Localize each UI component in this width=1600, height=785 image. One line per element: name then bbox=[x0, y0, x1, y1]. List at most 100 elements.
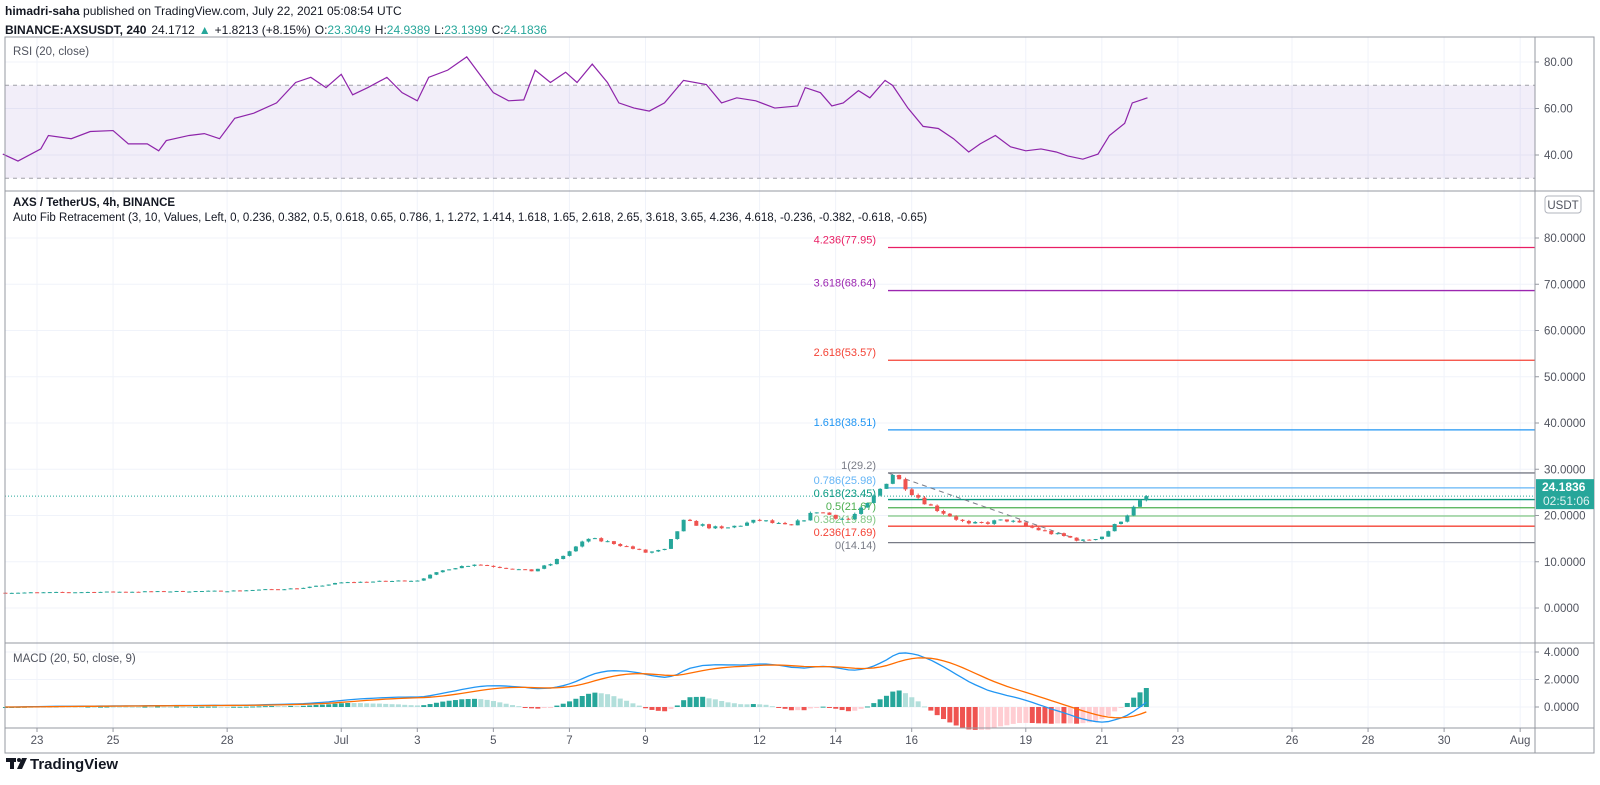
macd-histogram-bar bbox=[776, 707, 782, 708]
candle bbox=[1049, 530, 1054, 535]
macd-histogram-bar bbox=[687, 697, 693, 707]
time-axis-label: 25 bbox=[107, 735, 120, 747]
candle-body bbox=[928, 504, 933, 506]
candle bbox=[1131, 505, 1136, 517]
macd-histogram-bar bbox=[535, 707, 541, 709]
macd-histogram-bar bbox=[1124, 702, 1130, 707]
candle bbox=[668, 539, 673, 550]
macd-histogram-bar bbox=[1112, 707, 1118, 712]
macd-histogram-bar bbox=[757, 704, 763, 707]
macd-title[interactable]: MACD (20, 50, close, 9) bbox=[13, 653, 136, 665]
candle-body bbox=[992, 520, 997, 524]
candle-body bbox=[1131, 506, 1136, 516]
candle-body bbox=[897, 474, 902, 480]
high-value: 24.9389 bbox=[387, 23, 431, 37]
macd-histogram-bar bbox=[731, 703, 737, 707]
tradingview-logo[interactable]: TradingView bbox=[6, 756, 118, 773]
candle-body bbox=[656, 550, 661, 552]
macd-histogram-bar bbox=[833, 707, 839, 709]
macd-histogram-bar bbox=[636, 705, 642, 707]
candle-body bbox=[738, 525, 743, 527]
candle bbox=[592, 537, 597, 540]
candle bbox=[1125, 514, 1130, 523]
macd-histogram-bar bbox=[1074, 707, 1080, 724]
candle bbox=[79, 592, 84, 594]
candle bbox=[497, 566, 502, 569]
candle-body bbox=[415, 580, 420, 582]
candle bbox=[434, 572, 439, 576]
candle-body bbox=[453, 568, 458, 570]
macd-histogram-bar bbox=[142, 706, 148, 708]
macd-histogram-bar bbox=[953, 707, 959, 726]
macd-histogram-bar bbox=[769, 706, 775, 708]
macd-histogram-bar bbox=[972, 707, 978, 730]
macd-histogram-bar bbox=[294, 705, 300, 707]
candle bbox=[66, 592, 71, 594]
macd-histogram-bar bbox=[541, 707, 547, 709]
macd-histogram-bar bbox=[256, 706, 262, 708]
macd-histogram-bar bbox=[1017, 707, 1023, 724]
author-name[interactable]: himadri-saha bbox=[5, 4, 80, 18]
macd-histogram-bar bbox=[478, 699, 484, 707]
candle-body bbox=[516, 569, 521, 571]
macd-histogram-bar bbox=[801, 707, 807, 711]
candle bbox=[821, 512, 826, 514]
up-arrow-icon: ▲ bbox=[199, 23, 211, 37]
time-axis-label: 12 bbox=[753, 735, 766, 747]
macd-histogram-bar bbox=[78, 706, 84, 708]
currency-badge[interactable] bbox=[1544, 195, 1582, 214]
chart-frame bbox=[4, 36, 1595, 754]
candle-body bbox=[314, 585, 319, 587]
candle-body bbox=[694, 520, 699, 526]
candle bbox=[1061, 532, 1066, 537]
candle bbox=[104, 591, 109, 593]
candle bbox=[225, 591, 230, 593]
candle-body bbox=[706, 524, 711, 529]
candle-body bbox=[358, 581, 363, 583]
candle-body bbox=[1030, 525, 1035, 528]
macd-histogram-bar bbox=[611, 696, 617, 707]
candle-body bbox=[497, 566, 502, 568]
candle-body bbox=[421, 578, 426, 581]
candle bbox=[447, 569, 452, 571]
macd-histogram-bar bbox=[231, 706, 237, 708]
macd-histogram-bar bbox=[421, 705, 427, 707]
candle bbox=[529, 569, 534, 572]
macd-histogram-bar bbox=[700, 696, 706, 707]
candle-body bbox=[662, 548, 667, 551]
candle-body bbox=[130, 591, 135, 593]
macd-histogram-bar bbox=[1029, 707, 1035, 723]
candle-body bbox=[833, 514, 838, 519]
time-axis-label: Jul bbox=[334, 735, 349, 747]
candle-body bbox=[611, 541, 616, 545]
macd-histogram-bar bbox=[370, 703, 376, 707]
candle-body bbox=[199, 591, 204, 593]
candle bbox=[637, 548, 642, 551]
candle-body bbox=[687, 519, 692, 521]
candle-body bbox=[269, 589, 274, 591]
candle bbox=[1144, 495, 1149, 502]
candle-body bbox=[136, 591, 141, 593]
candle bbox=[535, 568, 540, 572]
candle-body bbox=[1137, 500, 1142, 507]
time-axis-label: Aug bbox=[1510, 735, 1530, 747]
candle bbox=[364, 581, 369, 583]
candle-body bbox=[535, 568, 540, 572]
candle bbox=[231, 590, 236, 592]
candle-body bbox=[1106, 531, 1111, 537]
macd-histogram-bar bbox=[624, 700, 630, 707]
main-title[interactable]: AXS / TetherUS, 4h, BINANCE bbox=[13, 197, 175, 209]
fib-level-label: 0.382(19.89) bbox=[814, 514, 876, 526]
macd-histogram-bar bbox=[326, 704, 332, 707]
candle-body bbox=[294, 588, 299, 590]
macd-histogram-bar bbox=[319, 704, 325, 707]
candle bbox=[954, 515, 959, 521]
fib-indicator-title[interactable]: Auto Fib Retracement (3, 10, Values, Lef… bbox=[13, 212, 927, 224]
candle bbox=[992, 519, 997, 525]
rsi-axis-label: 40.00 bbox=[1544, 150, 1573, 162]
rsi-title[interactable]: RSI (20, close) bbox=[13, 46, 89, 58]
candle-body bbox=[675, 531, 680, 540]
candle-body bbox=[250, 589, 255, 591]
candle bbox=[979, 521, 984, 524]
